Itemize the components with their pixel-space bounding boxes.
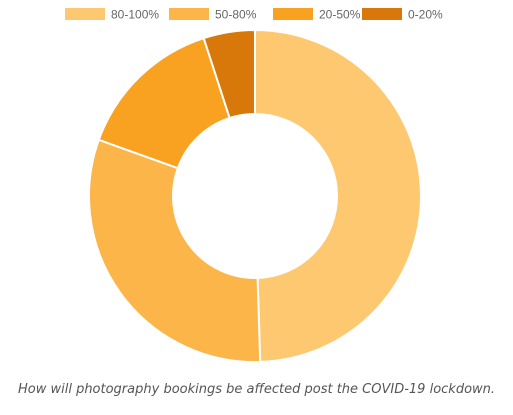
legend-swatch xyxy=(273,8,313,20)
slice-0-20pct xyxy=(202,28,256,120)
chart-legend: 80-100% 50-80% 20-50% 0-20% xyxy=(65,8,443,22)
legend-label: 80-100% xyxy=(111,8,159,22)
legend-item-50-80pct[interactable]: 50-80% xyxy=(169,8,257,22)
slice-80-100pct xyxy=(254,28,422,363)
legend-label: 50-80% xyxy=(215,8,257,22)
slice-20-50pct xyxy=(97,36,231,170)
legend-label: 20-50% xyxy=(319,8,361,22)
slice-50-80pct xyxy=(88,138,262,363)
legend-swatch xyxy=(362,8,402,20)
legend-label: 0-20% xyxy=(408,8,443,22)
legend-item-80-100pct[interactable]: 80-100% xyxy=(65,8,159,22)
legend-swatch xyxy=(65,8,105,20)
legend-item-0-20pct[interactable]: 0-20% xyxy=(362,8,443,22)
legend-item-20-50pct[interactable]: 20-50% xyxy=(273,8,361,22)
legend-swatch xyxy=(169,8,209,20)
figure-caption: How will photography bookings be affecte… xyxy=(17,382,496,397)
doughnut-chart: 80-100% 50-80% 20-50% 0-20% xyxy=(65,8,443,363)
chart-slices xyxy=(88,28,422,363)
